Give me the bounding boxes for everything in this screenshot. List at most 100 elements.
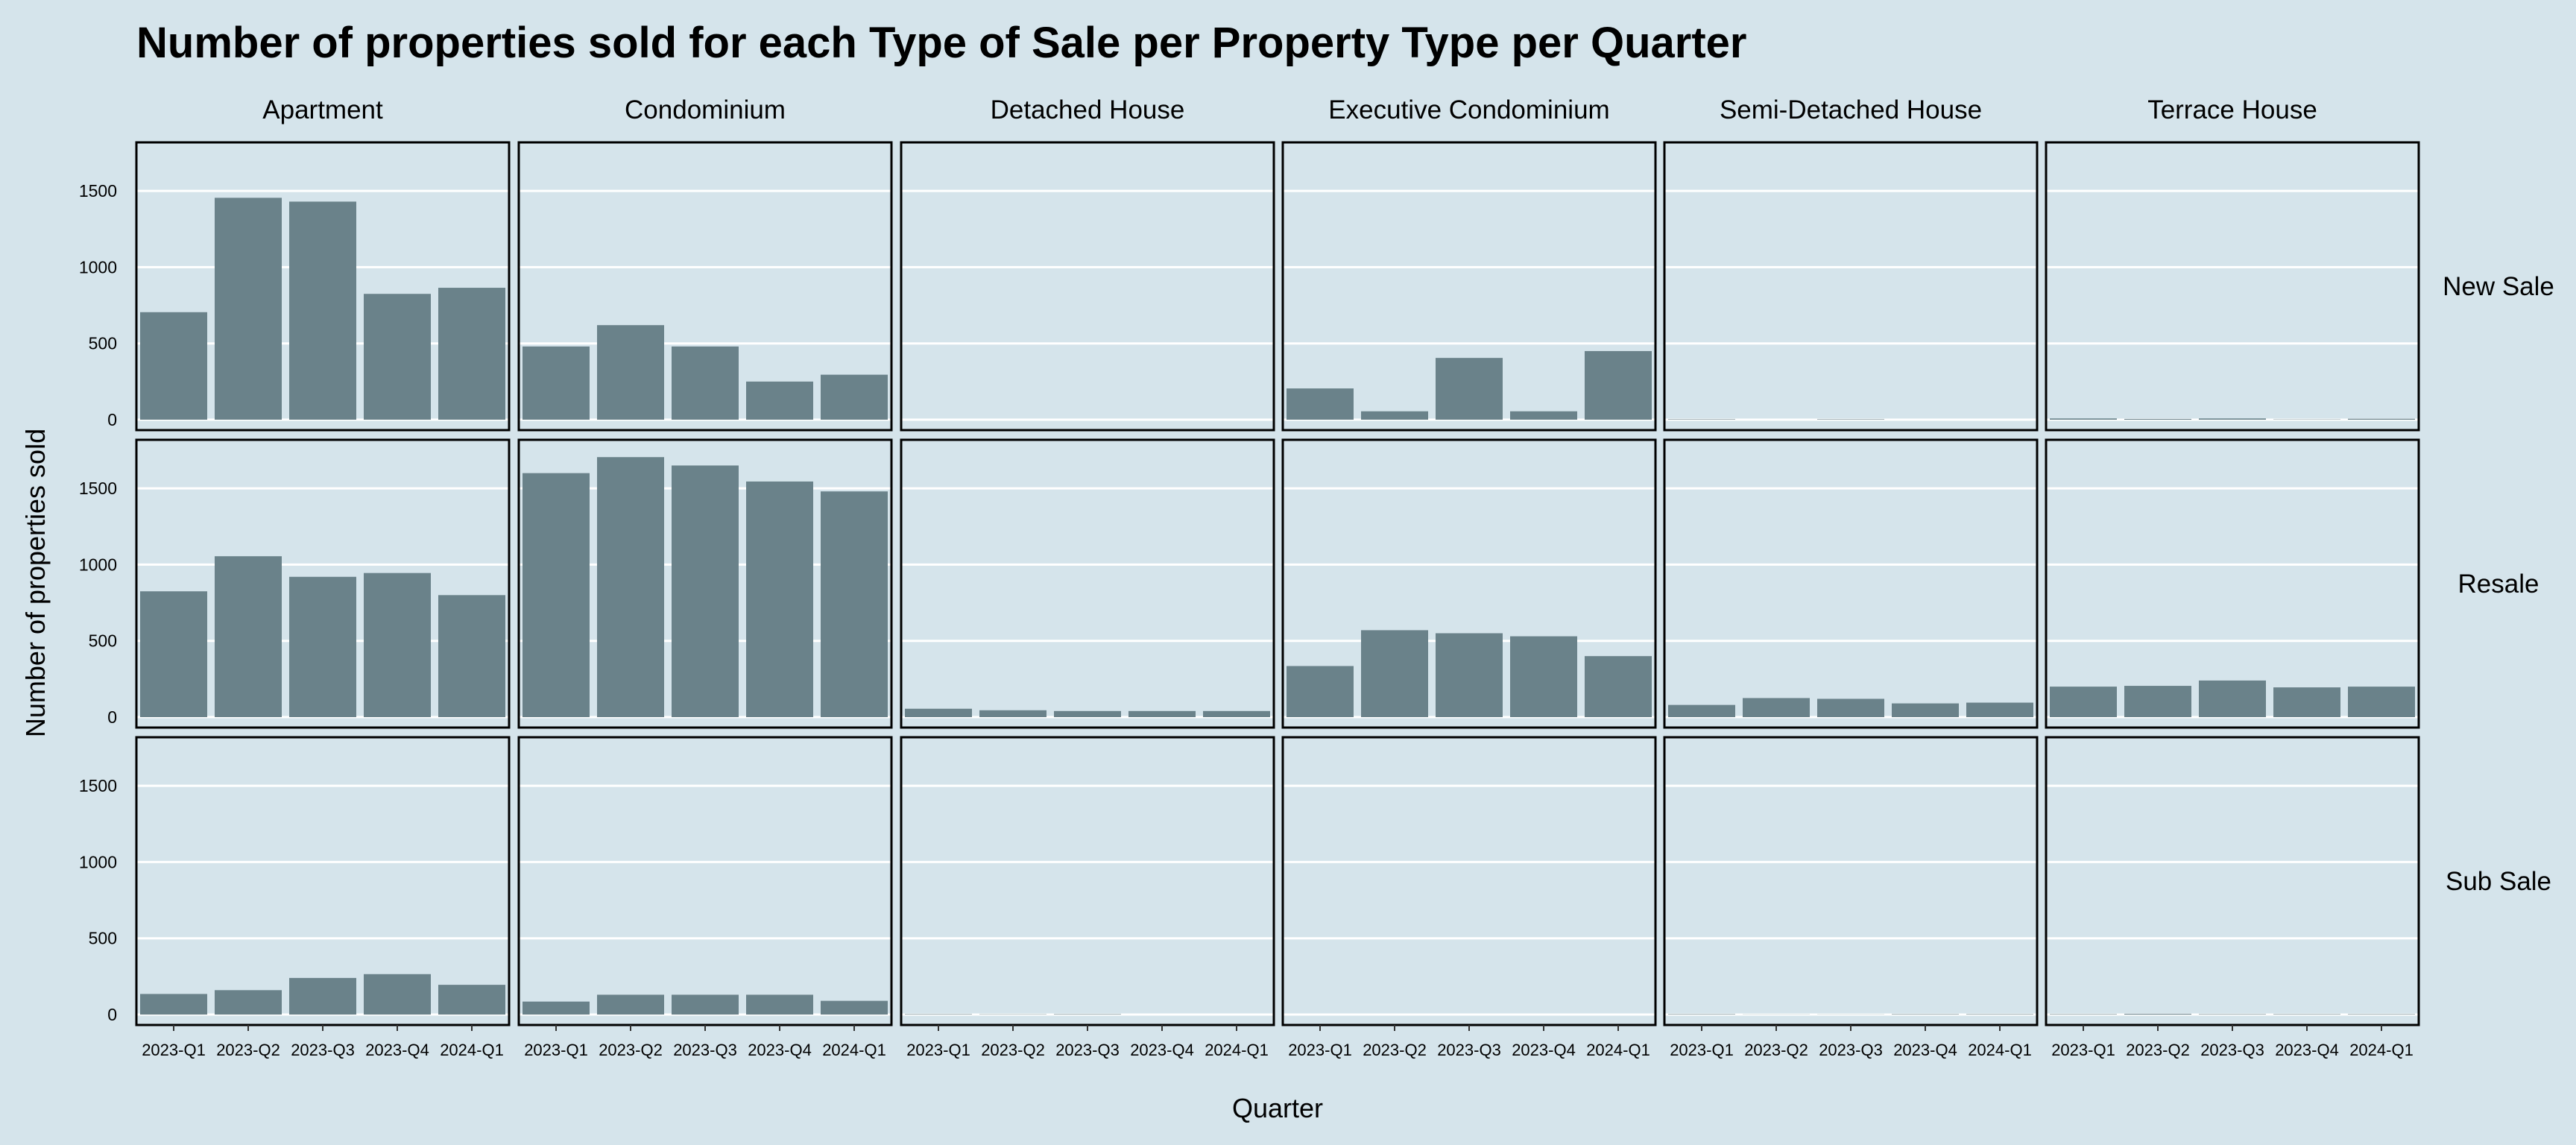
- bar: [1287, 666, 1354, 717]
- bar: [1054, 1014, 1121, 1015]
- facet-column-label: Condominium: [625, 95, 786, 124]
- x-tick-label: 2023-Q4: [365, 1041, 429, 1059]
- panel-border: [1281, 141, 1657, 432]
- bar: [289, 201, 356, 420]
- x-tick-label: 2024-Q1: [1968, 1041, 2032, 1059]
- bar: [215, 198, 282, 420]
- bar: [2050, 687, 2117, 717]
- x-tick-label: 2023-Q3: [1819, 1041, 1883, 1059]
- bar: [2199, 1014, 2266, 1015]
- x-tick-label: 2024-Q1: [822, 1041, 886, 1059]
- bar: [215, 556, 282, 717]
- bar: [746, 994, 813, 1015]
- x-tick-label: 2023-Q1: [142, 1041, 206, 1059]
- facet-column-label: Semi-Detached House: [1720, 95, 1982, 124]
- bar: [140, 994, 207, 1015]
- bar: [289, 576, 356, 717]
- bar: [672, 994, 739, 1015]
- bar: [2124, 418, 2191, 420]
- x-tick-label: 2023-Q1: [906, 1041, 970, 1059]
- panel-border: [2045, 736, 2420, 1026]
- bar: [597, 457, 664, 717]
- y-tick-label: 500: [89, 929, 117, 948]
- bar: [2199, 680, 2266, 717]
- x-tick-label: 2023-Q1: [1288, 1041, 1352, 1059]
- x-tick-label: 2023-Q3: [2200, 1041, 2264, 1059]
- bar: [746, 381, 813, 420]
- y-tick-label: 0: [107, 1005, 117, 1024]
- facet-column-label: Terrace House: [2147, 95, 2317, 124]
- bar: [2050, 418, 2117, 420]
- facet-row-label: New Sale: [2443, 272, 2554, 301]
- bar: [1510, 636, 1577, 717]
- y-tick-label: 500: [89, 334, 117, 353]
- bar: [821, 491, 888, 717]
- x-tick-label: 2023-Q3: [1437, 1041, 1501, 1059]
- x-tick-label: 2023-Q1: [524, 1041, 588, 1059]
- panel-border: [900, 141, 1275, 432]
- bar: [1128, 710, 1196, 717]
- bar: [438, 595, 505, 717]
- panel-border: [1663, 438, 2039, 729]
- bar: [1817, 698, 1884, 717]
- x-tick-label: 2023-Q2: [599, 1041, 663, 1059]
- bar: [215, 990, 282, 1015]
- x-tick-label: 2023-Q2: [2126, 1041, 2190, 1059]
- bar: [523, 346, 590, 420]
- bar: [2348, 1014, 2415, 1015]
- panel-border: [1281, 736, 1657, 1026]
- y-tick-label: 1500: [79, 776, 117, 795]
- bar: [905, 1014, 972, 1015]
- bar: [2273, 1014, 2340, 1015]
- x-tick-label: 2023-Q2: [216, 1041, 280, 1059]
- facet-row-label: Resale: [2458, 570, 2539, 599]
- y-tick-label: 1000: [79, 257, 117, 277]
- x-tick-label: 2023-Q1: [1670, 1041, 1734, 1059]
- bar: [140, 312, 207, 420]
- bar: [1668, 419, 1735, 420]
- y-tick-label: 1500: [79, 181, 117, 201]
- x-tick-label: 2024-Q1: [440, 1041, 504, 1059]
- y-tick-label: 0: [107, 410, 117, 429]
- bar: [672, 465, 739, 717]
- bar: [1054, 710, 1121, 717]
- x-tick-label: 2023-Q3: [1055, 1041, 1120, 1059]
- bar: [289, 977, 356, 1015]
- facet-grid: Apartment Condominium Detached House Execut…: [79, 95, 2554, 1059]
- bar: [1966, 702, 2033, 717]
- panel-border: [900, 736, 1275, 1026]
- bar: [746, 481, 813, 717]
- x-tick-label: 2024-Q1: [1205, 1041, 1269, 1059]
- bar: [364, 572, 431, 717]
- bar: [905, 708, 972, 717]
- facet-row-label: Sub Sale: [2446, 867, 2551, 896]
- bar: [1361, 411, 1428, 420]
- bar: [1743, 698, 1810, 717]
- x-tick-label: 2023-Q2: [1744, 1041, 1808, 1059]
- y-tick-label: 1000: [79, 555, 117, 574]
- panel-border: [1663, 736, 2039, 1026]
- panel-border: [517, 141, 893, 432]
- bar: [2050, 1014, 2117, 1015]
- bar: [821, 374, 888, 420]
- facet-column-label: Detached House: [991, 95, 1185, 124]
- x-tick-label: 2023-Q2: [981, 1041, 1045, 1059]
- bar: [1892, 703, 1959, 717]
- bar: [821, 1000, 888, 1015]
- x-tick-label: 2023-Q4: [1130, 1041, 1194, 1059]
- x-tick-label: 2023-Q4: [2275, 1041, 2339, 1059]
- facet-column-label: Apartment: [262, 95, 383, 124]
- x-tick-label: 2023-Q4: [1893, 1041, 1957, 1059]
- bar: [2273, 687, 2340, 717]
- bar: [1436, 358, 1503, 420]
- x-tick-label: 2023-Q1: [2051, 1041, 2115, 1059]
- x-tick-label: 2023-Q3: [673, 1041, 737, 1059]
- x-tick-label: 2023-Q2: [1363, 1041, 1427, 1059]
- bar: [438, 985, 505, 1015]
- panel-border: [900, 438, 1275, 729]
- bar: [597, 325, 664, 420]
- bar: [672, 346, 739, 420]
- bar: [140, 591, 207, 717]
- bar: [1361, 630, 1428, 717]
